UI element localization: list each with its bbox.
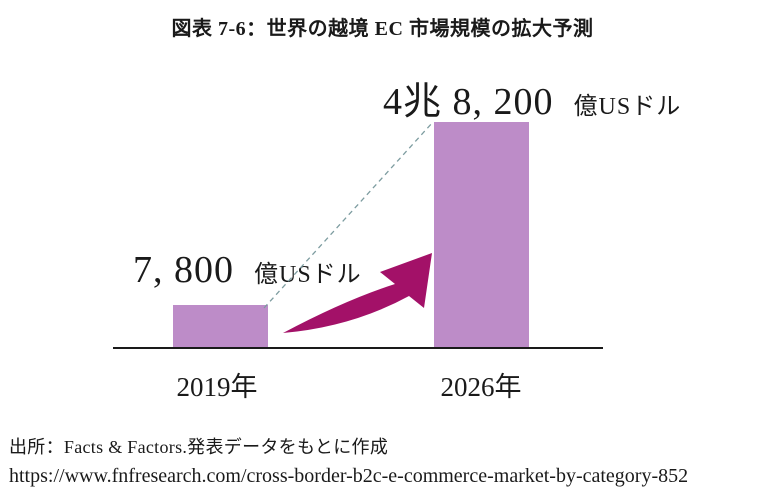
bar-2026: [434, 122, 529, 347]
value-2019-unit: 億USドル: [254, 262, 362, 288]
x-tick-2026: 2026年: [440, 372, 522, 402]
value-label-2026: 4兆 8, 200 億USドル: [383, 70, 681, 125]
chart-title: 図表 7-6：世界の越境 EC 市場規模の拡大予測: [171, 18, 594, 40]
source-attribution: 出所：Facts & Factors.発表データをもとに作成: [9, 437, 389, 457]
value-2019-number: 7, 800: [133, 249, 234, 291]
x-tick-2019: 2019年: [176, 372, 258, 402]
x-axis-line: [113, 347, 603, 349]
value-2026-unit: 億USドル: [573, 94, 682, 120]
value-2026-number: 4兆 8, 200: [383, 81, 554, 123]
value-label-2019: 7, 800 億USドル: [133, 248, 362, 292]
bar-2019: [173, 305, 268, 347]
source-url: https://www.fnfresearch.com/cross-border…: [9, 465, 689, 487]
